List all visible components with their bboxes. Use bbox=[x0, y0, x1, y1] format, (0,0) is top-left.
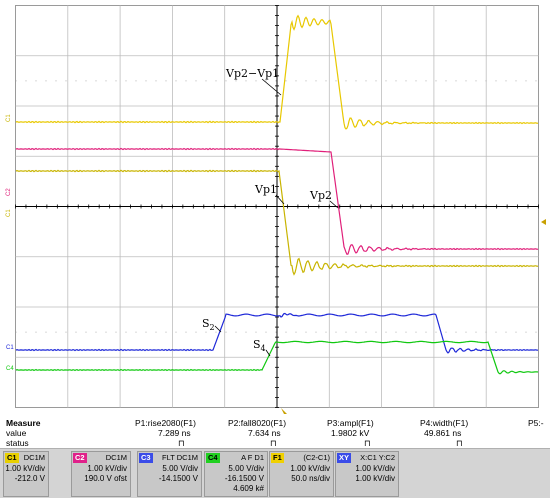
measure-status-label: status bbox=[6, 438, 29, 448]
channel-timebase: 50.0 ns/div bbox=[291, 474, 330, 483]
channel-scale: 1.00 kV/div bbox=[290, 464, 330, 473]
marker-c3: C1 bbox=[6, 345, 14, 351]
channel-scale: 1.00 kV/div bbox=[87, 464, 127, 473]
measure-p1-name[interactable]: P1:rise2080(F1) bbox=[135, 418, 196, 428]
channel-scale-y: 1.00 kV/div bbox=[355, 474, 395, 483]
annotation-vp2: Vp2 bbox=[309, 189, 339, 209]
marker-c4: C4 bbox=[6, 366, 14, 372]
measure-p4-name[interactable]: P4:width(F1) bbox=[420, 418, 469, 428]
channel-title: DC1M bbox=[23, 453, 45, 462]
channel-box-xy[interactable]: XY X:C1 Y:C2 1.00 kV/div 1.00 kV/div bbox=[335, 451, 399, 497]
channel-extra: 4.609 k# bbox=[233, 484, 264, 493]
marker-c2: C2 bbox=[6, 188, 12, 196]
measure-p5-name[interactable]: P5:- bbox=[528, 418, 544, 428]
channel-scale: 1.00 kV/div bbox=[5, 464, 45, 473]
channel-title: (C2-C1) bbox=[303, 453, 330, 462]
channel-title: A F D1 bbox=[241, 453, 264, 462]
measure-p2-name[interactable]: P2:fall8020(F1) bbox=[228, 418, 287, 428]
channel-tag: C2 bbox=[73, 453, 87, 463]
oscilloscope-display: Vp2−Vp1 Vp1 Vp2 S2 S4 C1 C2 C1 C1 C4 bbox=[6, 5, 546, 414]
waveform-c4 bbox=[15, 340, 539, 375]
svg-text:Vp1: Vp1 bbox=[254, 183, 277, 196]
channel-scale: 5.00 V/div bbox=[228, 464, 264, 473]
measure-p1-value: 7.289 ns bbox=[158, 428, 191, 438]
channel-tag: F1 bbox=[271, 453, 284, 463]
channel-scale: 5.00 V/div bbox=[162, 464, 198, 473]
svg-text:S4: S4 bbox=[253, 338, 266, 353]
channel-offset: -14.1500 V bbox=[158, 474, 198, 483]
measure-p4-status: ⊓ bbox=[456, 438, 463, 448]
trigger-level-marker[interactable] bbox=[541, 219, 546, 225]
channel-title: DC1M bbox=[105, 453, 127, 462]
channel-title: FLT DC1M bbox=[162, 453, 198, 462]
measure-value-label: value bbox=[6, 428, 27, 438]
channel-offset: -16.1500 V bbox=[224, 474, 264, 483]
channel-tag: C1 bbox=[5, 453, 19, 463]
marker-c1: C1 bbox=[6, 209, 12, 217]
marker-c1-f1: C1 bbox=[6, 114, 12, 122]
trigger-position-marker[interactable] bbox=[281, 408, 287, 414]
annotation-s4: S4 bbox=[253, 338, 271, 357]
channel-title: X:C1 Y:C2 bbox=[360, 453, 395, 462]
channel-offset: 190.0 V ofst bbox=[84, 474, 127, 483]
measure-p1-status: ⊓ bbox=[178, 438, 185, 448]
channel-box-f1[interactable]: F1 (C2-C1) 1.00 kV/div 50.0 ns/div bbox=[269, 451, 334, 497]
measure-p3-name[interactable]: P3:ampl(F1) bbox=[327, 418, 374, 428]
measure-panel: Measure P1:rise2080(F1) P2:fall8020(F1) … bbox=[0, 414, 550, 450]
channel-box-c2[interactable]: C2 DC1M 1.00 kV/div 190.0 V ofst bbox=[71, 451, 131, 497]
measure-p3-status: ⊓ bbox=[364, 438, 371, 448]
waveform-c3 bbox=[15, 312, 539, 354]
channel-scale: 1.00 kV/div bbox=[355, 464, 395, 473]
measure-p4-value: 49.861 ns bbox=[424, 428, 462, 438]
waveform-c1 bbox=[15, 169, 539, 276]
channel-box-c4[interactable]: C4 A F D1 5.00 V/div -16.1500 V 4.609 k# bbox=[204, 451, 268, 497]
svg-text:S2: S2 bbox=[202, 317, 215, 332]
annotation-vp2-vp1: Vp2−Vp1 bbox=[225, 67, 282, 96]
measure-p3-value: 1.9802 kV bbox=[331, 428, 370, 438]
measure-p2-status: ⊓ bbox=[270, 438, 277, 448]
channel-tag: XY bbox=[337, 453, 352, 463]
annotation-vp1: Vp1 bbox=[254, 183, 285, 205]
svg-text:Vp2: Vp2 bbox=[309, 189, 332, 202]
svg-text:Vp2−Vp1: Vp2−Vp1 bbox=[225, 67, 279, 80]
channel-tag: C4 bbox=[206, 453, 220, 463]
channel-box-c3[interactable]: C3 FLT DC1M 5.00 V/div -14.1500 V bbox=[137, 451, 202, 497]
channel-box-c1[interactable]: C1 DC1M 1.00 kV/div -212.0 V bbox=[3, 451, 49, 497]
channel-offset: -212.0 V bbox=[14, 474, 45, 483]
annotation-s2: S2 bbox=[202, 317, 222, 333]
waveform-c2 bbox=[15, 147, 539, 256]
graticule-grid bbox=[15, 5, 539, 408]
measure-header: Measure bbox=[6, 418, 41, 428]
channel-descriptor-bar: C1 DC1M 1.00 kV/div -212.0 V C2 DC1M 1.0… bbox=[0, 448, 550, 498]
channel-tag: C3 bbox=[139, 453, 153, 463]
waveform-f1 bbox=[15, 14, 539, 130]
measure-p2-value: 7.634 ns bbox=[248, 428, 281, 438]
